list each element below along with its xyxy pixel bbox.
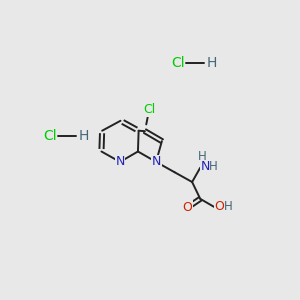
Text: Cl: Cl <box>44 130 57 143</box>
Text: H: H <box>224 200 232 213</box>
Text: N: N <box>152 155 161 168</box>
Text: H: H <box>198 150 207 163</box>
Text: H: H <box>79 130 89 143</box>
Text: O: O <box>215 200 224 213</box>
Text: Cl: Cl <box>172 56 185 70</box>
Text: H: H <box>209 160 218 173</box>
Text: H: H <box>206 56 217 70</box>
Text: N: N <box>115 155 125 168</box>
Text: N: N <box>200 160 210 173</box>
Text: O: O <box>182 201 192 214</box>
Text: Cl: Cl <box>143 103 155 116</box>
